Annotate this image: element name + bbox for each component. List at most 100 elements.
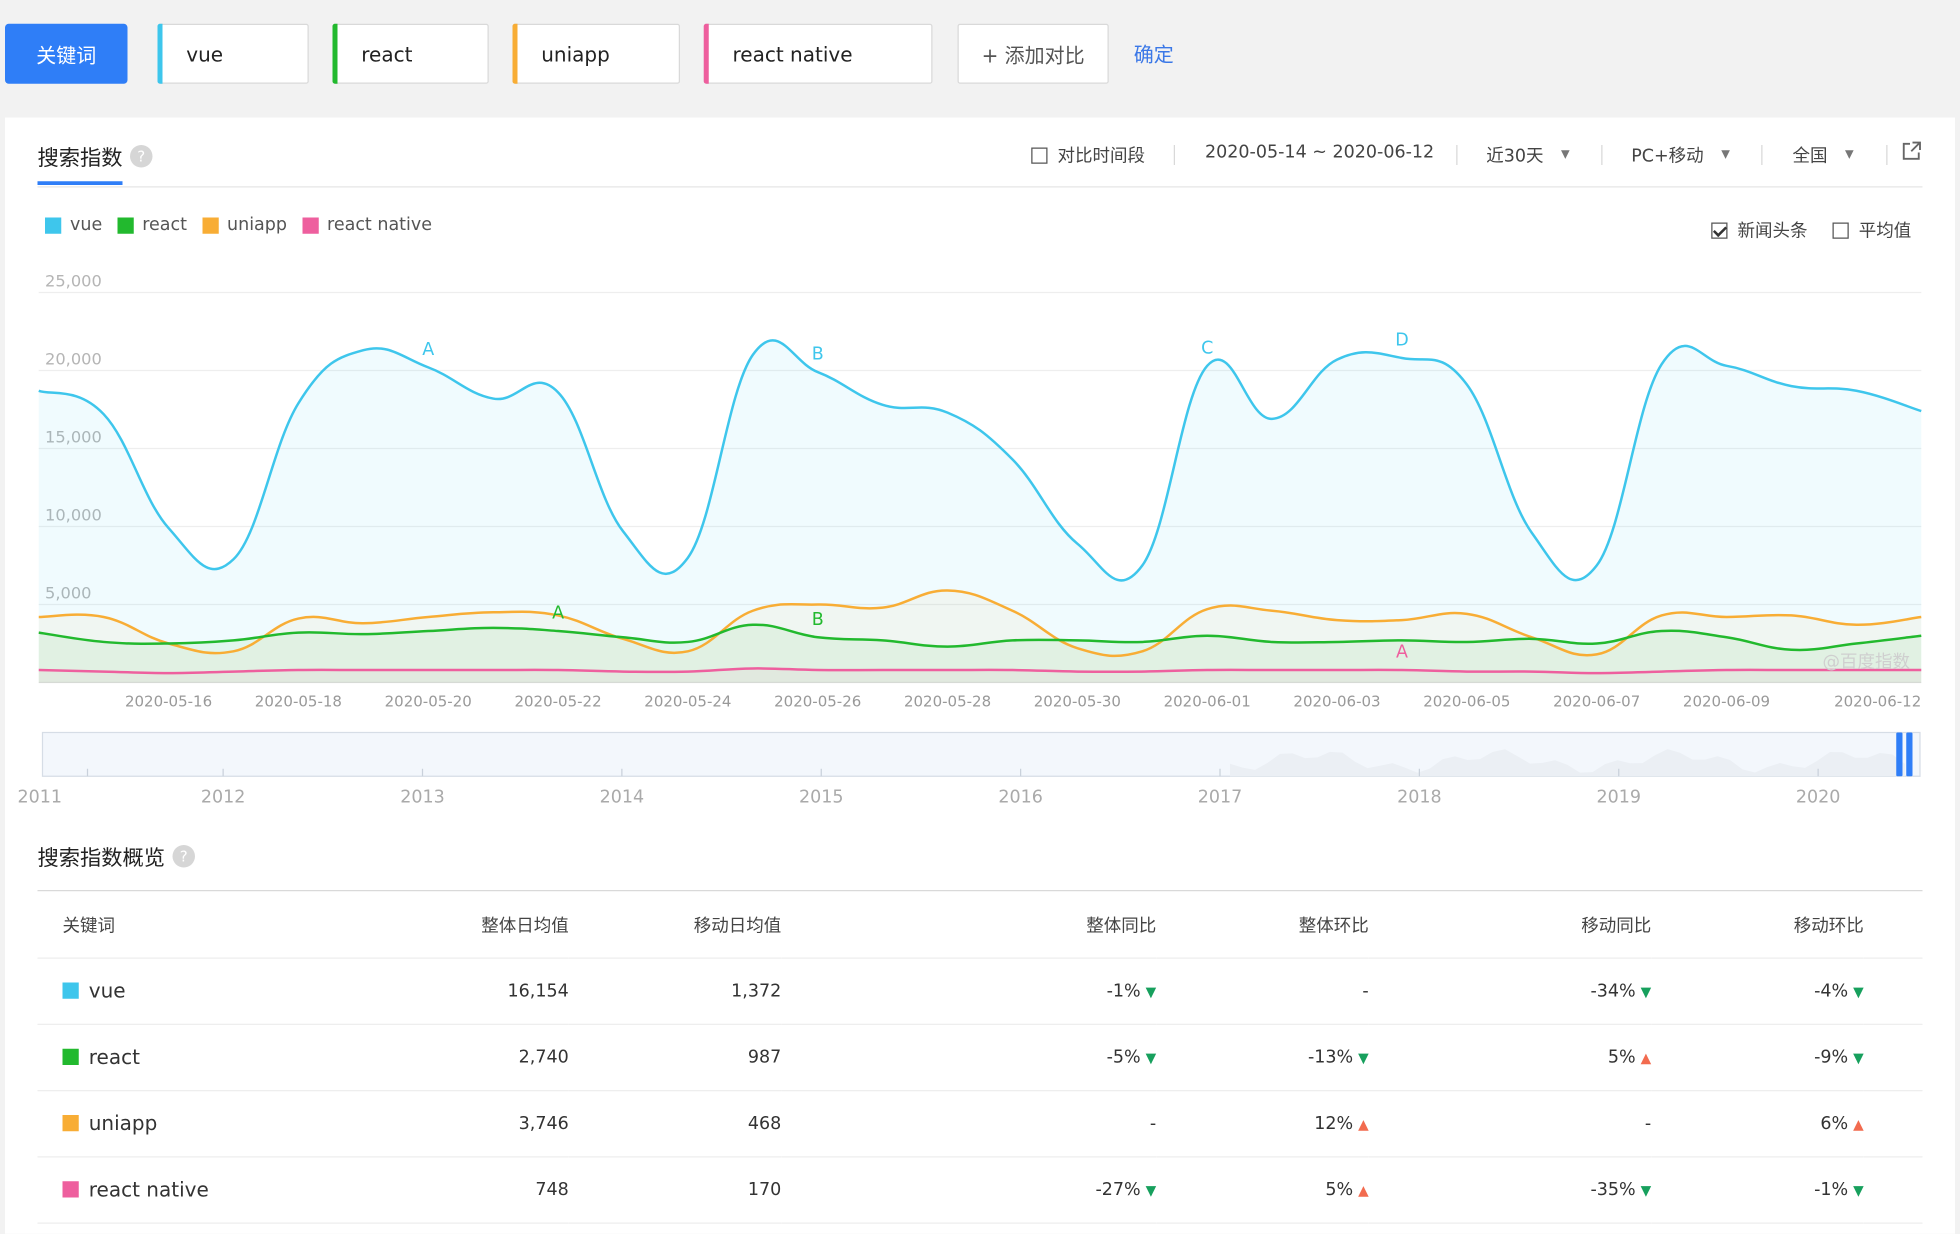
arrow-down-icon: ▼ [1145, 1181, 1157, 1199]
divider [1761, 145, 1763, 165]
keyword-label: react native [732, 41, 853, 66]
overall-yoy-value: -27% [1095, 1179, 1141, 1200]
timeline-year-label: 2018 [1397, 788, 1442, 808]
external-link-icon[interactable] [1900, 140, 1923, 163]
mobile-yoy-value: - [1644, 1113, 1652, 1134]
region-select-value: 全国 [1792, 146, 1828, 167]
y-tick-label: 15,000 [45, 427, 102, 446]
spacer-cell [1863, 1090, 1923, 1157]
keyword-cell: react [37, 1023, 313, 1091]
table-row: react 2,740 987 -5% ▼ -13% ▼ 5% ▲ -9% ▼ [37, 1023, 1923, 1091]
keyword-color-bar [703, 23, 709, 84]
divider [1456, 145, 1458, 165]
divider [1886, 145, 1888, 165]
x-tick-label: 2020-06-07 [1553, 692, 1640, 710]
x-tick-label: 2020-06-09 [1683, 692, 1770, 710]
region-select[interactable]: 全国 ▼ [1793, 143, 1854, 168]
overall-yoy-value: - [1149, 1113, 1157, 1134]
table-header-row: 关键词 整体日均值 移动日均值 整体同比 整体环比 移动同比 移动环比 [37, 892, 1923, 959]
arrow-down-icon: ▼ [1145, 1049, 1157, 1066]
date-range-picker[interactable]: 2020-05-14 ~ 2020-06-12 [1205, 143, 1434, 163]
col-spacer [1863, 892, 1923, 959]
y-tick-label: 25,000 [45, 271, 102, 290]
annotation-marker: A [552, 604, 564, 624]
mobile-mom-value: 6% [1820, 1113, 1849, 1134]
legend-item-vue[interactable]: vue [45, 215, 102, 235]
arrow-down-icon: ▼ [1853, 1049, 1864, 1066]
overview-title-text: 搜索指数概览 [37, 846, 166, 872]
keyword-color-bar [157, 23, 163, 84]
mobile-avg-cell: 1,372 [568, 957, 782, 1025]
spacer-cell [1863, 1023, 1923, 1091]
period-select[interactable]: 近30天 ▼ [1486, 143, 1569, 168]
timeline-handle-right[interactable] [1906, 732, 1913, 777]
x-tick-label: 2020-05-20 [385, 692, 472, 710]
arrow-up-icon: ▲ [1358, 1115, 1369, 1132]
overall-yoy-value: -5% [1106, 1046, 1141, 1067]
mobile-yoy-value: -35% [1590, 1179, 1636, 1200]
timeline-handle-left[interactable] [1896, 732, 1903, 777]
mobile-mom-cell: -4% ▼ [1651, 957, 1864, 1025]
y-tick-label: 20,000 [45, 349, 102, 368]
help-icon[interactable]: ? [172, 844, 195, 867]
period-select-value: 近30天 [1486, 146, 1544, 167]
checkbox-icon[interactable] [1832, 221, 1849, 239]
legend-swatch [302, 216, 319, 234]
arrow-down-icon: ▼ [1853, 1181, 1864, 1199]
average-label: 平均值 [1858, 221, 1912, 242]
x-tick-label: 2020-06-03 [1293, 692, 1380, 710]
help-icon[interactable]: ? [130, 144, 153, 167]
spacer-cell [1863, 1156, 1923, 1224]
overall-yoy-value: -1% [1106, 980, 1141, 1001]
keyword-name: vue [88, 978, 126, 1003]
compare-period-toggle[interactable]: 对比时间段 [1031, 143, 1145, 168]
date-range-text: 2020-05-14 ~ 2020-06-12 [1205, 142, 1435, 163]
average-toggle[interactable]: 平均值 [1832, 218, 1912, 243]
active-tab-underline [37, 181, 123, 185]
device-select[interactable]: PC+移动 ▼ [1631, 143, 1730, 168]
keyword-input-uniapp[interactable]: uniapp [512, 23, 680, 84]
x-tick-label: 2020-05-22 [514, 692, 601, 710]
x-tick-label: 2020-05-18 [255, 692, 342, 710]
add-compare-button[interactable]: + 添加对比 [957, 23, 1109, 84]
title-divider [37, 186, 1923, 188]
mobile-avg-cell: 170 [568, 1156, 782, 1224]
keyword-label: vue [186, 41, 224, 66]
overall-mom-value: 12% [1314, 1113, 1354, 1134]
overall-mom-cell: -13% ▼ [1156, 1023, 1369, 1091]
legend-item-react[interactable]: react [117, 215, 187, 235]
overall-mom-value: -13% [1307, 1046, 1354, 1067]
overall-yoy-cell: -1% ▼ [781, 957, 1157, 1025]
keyword-name: react native [88, 1177, 209, 1202]
legend-item-react-native[interactable]: react native [302, 215, 432, 235]
compare-period-label: 对比时间段 [1057, 146, 1146, 167]
search-index-panel: 搜索指数 ? 对比时间段 2020-05-14 ~ 2020-06-12 近30… [5, 117, 1955, 1234]
chart-legend: vue react uniapp react native [45, 215, 432, 235]
panel-title-text: 搜索指数 [37, 146, 123, 172]
col-mobile-yoy: 移动同比 [1368, 892, 1652, 959]
annotation-marker: B [812, 610, 824, 630]
keyword-input-react[interactable]: react [332, 23, 489, 84]
mobile-yoy-value: -34% [1590, 980, 1636, 1001]
checkbox-checked-icon[interactable] [1711, 221, 1728, 239]
col-overall-yoy: 整体同比 [781, 892, 1157, 959]
mobile-mom-cell: -1% ▼ [1651, 1156, 1864, 1224]
keyword-input-react-native[interactable]: react native [703, 23, 933, 84]
confirm-link[interactable]: 确定 [1133, 42, 1174, 67]
keyword-swatch [62, 1048, 79, 1065]
keyword-mode-button[interactable]: 关键词 [5, 23, 128, 84]
timeline-year-label: 2011 [18, 788, 63, 808]
annotation-marker: D [1395, 331, 1408, 351]
timeline-year-label: 2017 [1198, 788, 1243, 808]
overall-yoy-cell: -5% ▼ [781, 1023, 1157, 1091]
checkbox-icon[interactable] [1031, 146, 1048, 164]
divider [1173, 145, 1175, 165]
arrow-down-icon: ▼ [1640, 983, 1652, 1000]
legend-item-uniapp[interactable]: uniapp [202, 215, 287, 235]
y-tick-label: 10,000 [45, 505, 102, 524]
annotation-marker: B [812, 345, 824, 365]
legend-label: react native [327, 215, 433, 235]
annotation-marker: C [1201, 338, 1213, 358]
news-toggle[interactable]: 新闻头条 [1711, 218, 1808, 243]
keyword-input-vue[interactable]: vue [157, 23, 309, 84]
